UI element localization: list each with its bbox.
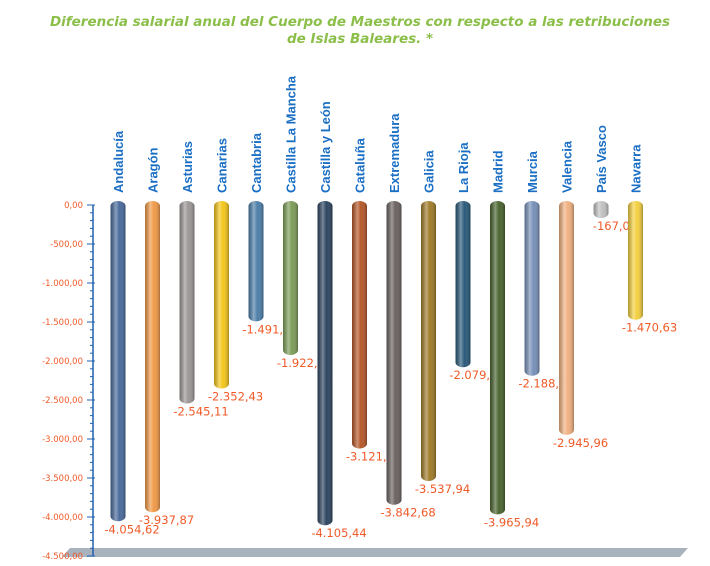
bar-shading [524,201,540,376]
bar-shading [352,201,367,449]
bar-shading [179,201,195,404]
category-label: Aragón [146,147,161,193]
chart-title: Diferencia salarial anual del Cuerpo de … [49,14,671,47]
bar-value-label: -167,03 [593,219,637,233]
bar-shading [593,201,609,219]
category-label: Extremadura [387,113,402,193]
bar-shading [110,201,126,522]
category-label: La Rioja [456,142,471,193]
category-label: Galicia [422,150,437,193]
bar-shading [490,201,505,515]
y-tick-label: -1.000,00 [42,279,83,289]
category-label: Madrid [491,150,506,193]
bar-value-label: -4.105,44 [311,526,366,540]
bar-value-label: -3.537,94 [415,482,470,496]
category-label: Navarra [629,144,644,193]
y-tick-label: -2.000,00 [42,357,83,367]
category-label: Canarias [215,138,230,193]
bar-value-label: -2.352,43 [208,389,263,403]
bar-value-label: -4.054,62 [104,522,159,536]
bar-shading [628,201,643,320]
y-tick-label: -3.000,00 [42,435,83,445]
category-label: País Vasco [594,125,609,193]
bar-shading [248,201,264,322]
category-label: Cantabria [249,132,264,193]
category-label: Asturias [180,141,195,193]
y-tick-label: 0,00 [64,201,83,211]
bar-shading [317,201,333,526]
bar-shading [214,201,229,389]
bar-shading [421,201,436,481]
category-label: Cataluña [353,137,368,193]
bar-shading [386,201,402,505]
category-label: Murcia [525,150,540,193]
category-label: Andalucía [111,130,126,193]
bar-shading [455,201,471,368]
bar-value-label: -2.945,96 [553,436,608,450]
bar-value-label: -3.965,94 [484,515,539,529]
category-label: Valencia [560,140,575,193]
y-tick-label: -4.500,00 [42,552,83,562]
bar-shading [283,201,298,355]
bar-shading [559,201,574,435]
bar-shading [145,201,160,513]
y-tick-label: -4.000,00 [42,513,83,523]
category-label: Castilla La Mancha [284,75,299,193]
bar-value-label: -3.842,68 [380,506,435,520]
y-tick-label: -500,00 [50,240,83,250]
category-label: Castilla y León [318,101,333,193]
floor-plane [62,548,688,557]
y-tick-label: -2.500,00 [42,396,83,406]
bar-value-label: -3.937,87 [139,513,194,527]
bar-value-label: -1.470,63 [622,321,677,335]
y-tick-label: -3.500,00 [42,474,83,484]
bar-value-label: -2.545,11 [173,405,228,419]
y-tick-label: -1.500,00 [42,318,83,328]
